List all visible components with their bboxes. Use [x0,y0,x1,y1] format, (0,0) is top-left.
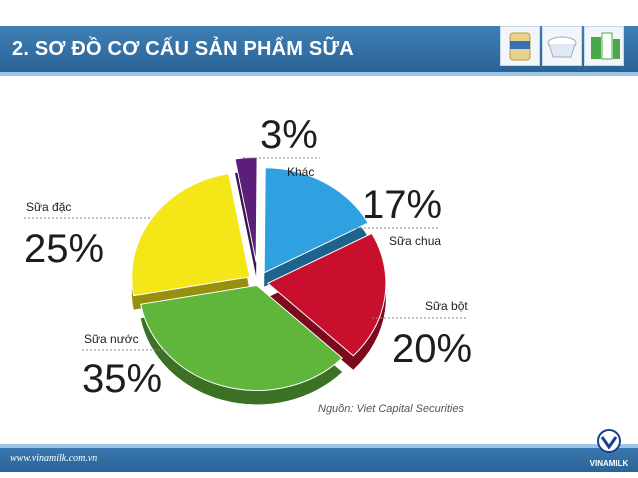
source-note: Nguồn: Viet Capital Securities [318,403,464,415]
footer-bar [0,448,638,472]
svg-text:17%: 17% [362,183,442,227]
pie-chart: 3% Khác 17% Sữa chua Sữa bột 20% Sữa nướ… [24,113,472,415]
slice-khac [234,156,258,263]
label-sua-nuoc: Sữa nước 35% [82,332,172,401]
website-link[interactable]: www.vinamilk.com.vn [10,453,98,464]
svg-text:Sữa chua: Sữa chua [389,234,441,248]
logo-text: VINAMILK [589,459,629,468]
slice-sua-bot [266,232,387,357]
svg-text:Sữa nước: Sữa nước [84,332,139,346]
milk-box-icon [584,26,624,66]
svg-text:Sữa đặc: Sữa đặc [26,200,71,214]
header-stripe [0,72,638,76]
vinamilk-logo: VINAMILK [586,428,632,468]
footer-stripe [0,444,638,448]
label-khac: 3% Khác [243,113,320,179]
svg-text:35%: 35% [82,357,162,401]
slice-sua-nuoc [140,284,343,391]
label-text-khac: Khác [287,165,314,179]
svg-text:3%: 3% [260,113,318,157]
label-sua-bot: Sữa bột 20% [372,299,472,371]
slice-sua-chua [263,167,369,274]
milk-can-icon [500,26,540,66]
svg-text:25%: 25% [24,227,104,271]
label-sua-dac: Sữa đặc 25% [24,200,150,271]
page-title: 2. SƠ ĐỒ CƠ CẤU SẢN PHẨM SỮA [12,38,354,60]
slice-sua-dac [131,173,251,297]
yogurt-icon [542,26,582,66]
svg-text:20%: 20% [392,327,472,371]
svg-text:Sữa bột: Sữa bột [425,299,468,313]
label-sua-chua: 17% Sữa chua [352,183,442,248]
